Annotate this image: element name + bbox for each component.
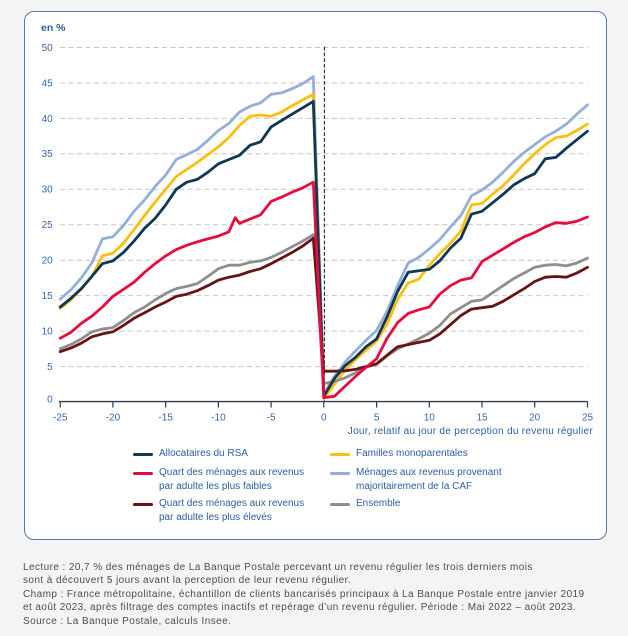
svg-text:15: 15: [42, 291, 54, 302]
svg-text:10: 10: [424, 412, 436, 423]
svg-text:25: 25: [42, 220, 54, 231]
svg-text:45: 45: [42, 78, 54, 89]
svg-text:0: 0: [321, 412, 327, 423]
svg-text:-10: -10: [211, 412, 226, 423]
svg-text:Jour, relatif au jour de perce: Jour, relatif au jour de perception du r…: [348, 426, 594, 437]
svg-text:10: 10: [42, 327, 54, 338]
svg-text:20: 20: [42, 256, 54, 267]
svg-text:-20: -20: [106, 412, 121, 423]
svg-text:5: 5: [374, 412, 380, 423]
svg-text:20: 20: [529, 412, 541, 423]
svg-text:-25: -25: [53, 412, 68, 423]
svg-text:-15: -15: [158, 412, 173, 423]
svg-text:25: 25: [582, 412, 594, 423]
svg-text:35: 35: [42, 149, 54, 160]
svg-text:50: 50: [42, 43, 54, 54]
svg-text:30: 30: [42, 185, 54, 196]
svg-text:15: 15: [476, 412, 488, 423]
svg-text:40: 40: [42, 114, 54, 125]
svg-text:-5: -5: [267, 412, 276, 423]
svg-text:0: 0: [47, 394, 53, 405]
svg-text:5: 5: [47, 362, 53, 373]
